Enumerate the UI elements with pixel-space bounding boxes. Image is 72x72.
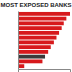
bar (18, 31, 59, 35)
axis-line (19, 70, 71, 72)
x-axis (19, 70, 71, 72)
bar (18, 50, 48, 54)
axis-line (18, 12, 19, 70)
bar (18, 55, 45, 59)
bar (18, 12, 70, 16)
bar (18, 17, 66, 21)
bar (18, 21, 64, 25)
y-axis (18, 12, 20, 70)
bar (18, 59, 42, 63)
chart: MOST EXPOSED BANKS (0, 0, 72, 72)
bars (18, 12, 70, 68)
bar (18, 26, 62, 30)
title: MOST EXPOSED BANKS (0, 2, 71, 8)
bar (18, 40, 54, 44)
bar (18, 45, 51, 49)
bar (18, 36, 56, 40)
